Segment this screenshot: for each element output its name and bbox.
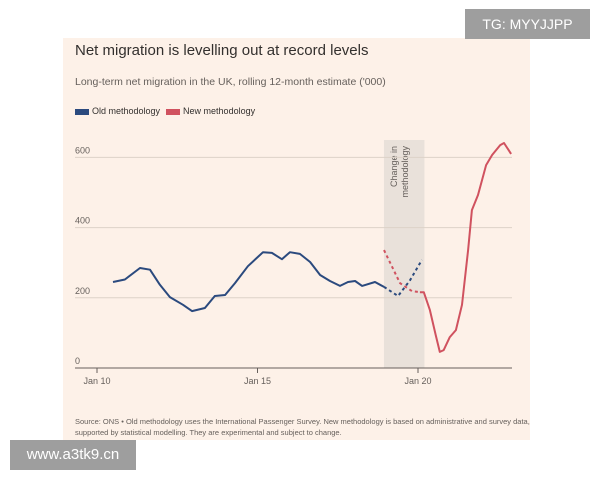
x-tick-label: Jan 20 <box>404 376 431 386</box>
series-dashed-1 <box>383 249 421 294</box>
y-tick-label: 200 <box>75 286 90 296</box>
y-tick-label: 400 <box>75 216 90 226</box>
series-dashed-0 <box>383 259 423 298</box>
y-tick-label: 0 <box>75 356 80 366</box>
legend-new: New methodology <box>166 106 255 116</box>
chart-subtitle: Long-term net migration in the UK, rolli… <box>75 76 386 88</box>
methodology-change-band <box>383 140 425 368</box>
methodology-change-label: Change inmethodology <box>389 146 410 198</box>
y-tick-label: 600 <box>75 145 90 155</box>
series-line-0 <box>112 251 385 313</box>
legend-swatch-old <box>75 108 89 115</box>
source-note: Source: ONS • Old methodology uses the I… <box>75 417 530 437</box>
legend-old: Old methodology <box>75 106 160 116</box>
legend-label-new: New methodology <box>183 106 256 116</box>
watermark-top: TG: MYYJJPP <box>465 9 590 39</box>
legend: Old methodology New methodology <box>75 106 255 116</box>
watermark-bottom: www.a3tk9.cn <box>10 440 136 470</box>
x-tick-label: Jan 15 <box>244 376 271 386</box>
legend-label-old: Old methodology <box>92 106 161 116</box>
series-line-1 <box>419 142 512 353</box>
chart-title: Net migration is levelling out at record… <box>75 42 369 59</box>
legend-swatch-new <box>166 108 181 115</box>
x-tick-label: Jan 10 <box>83 376 110 386</box>
chart-card <box>63 38 530 440</box>
